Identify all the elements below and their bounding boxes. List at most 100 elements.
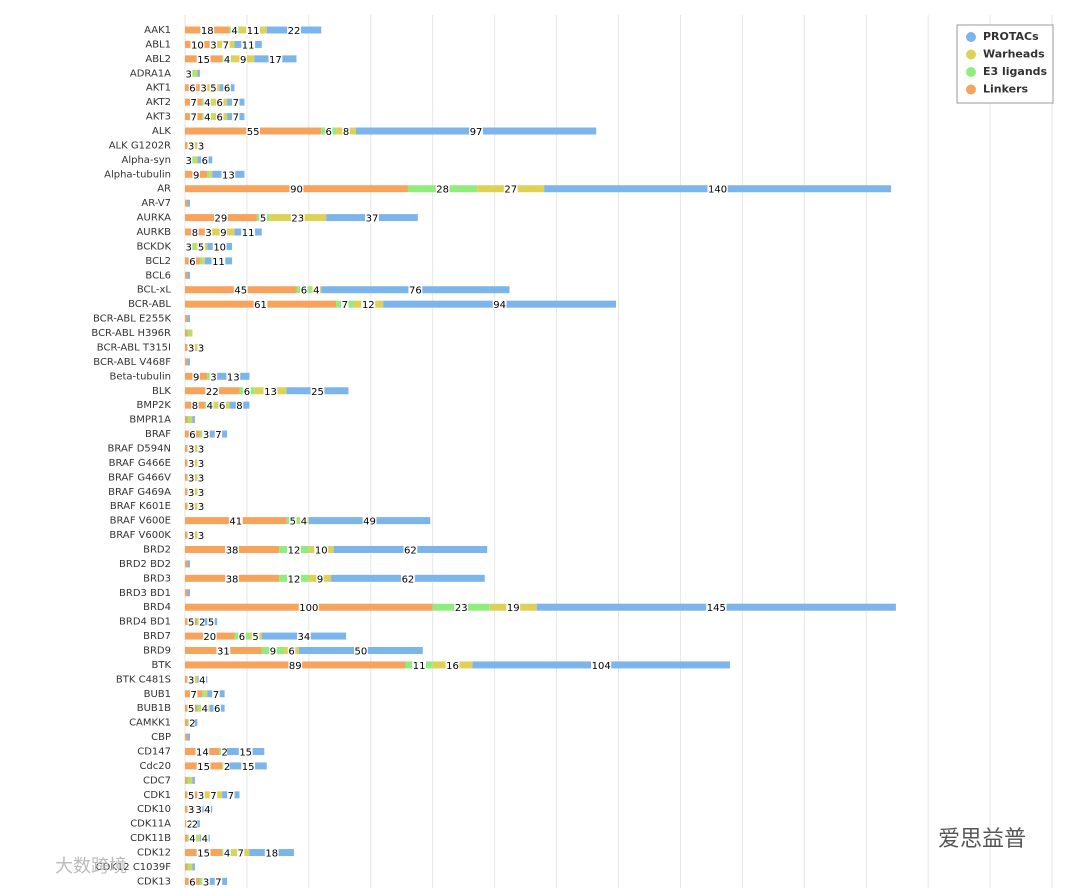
y-tick-label: BCR-ABL E255K (93, 314, 171, 325)
y-tick-label: CDC7 (143, 775, 171, 786)
data-label: 22 (206, 387, 219, 398)
y-tick-label: BRD4 (143, 602, 171, 613)
y-tick-label: BRAF G466E (109, 458, 171, 469)
bar-segment (185, 473, 188, 481)
y-tick-label: BMP2K (137, 400, 172, 411)
bar-segment (194, 343, 198, 351)
data-label: 7 (213, 690, 219, 701)
data-label: 38 (226, 545, 239, 556)
y-tick-label: AKT2 (146, 97, 171, 108)
label-bg (187, 457, 195, 468)
data-label: 3 (188, 459, 194, 470)
label-bg (503, 183, 518, 194)
y-tick-label: BCR-ABL T315I (97, 342, 171, 353)
bar-segment (194, 502, 198, 510)
y-tick-label: Beta-tubulin (109, 371, 171, 382)
label-bg (218, 400, 226, 411)
label-bg (197, 530, 205, 541)
y-tick-label: BCL6 (145, 270, 171, 281)
y-tick-label: Alpha-syn (121, 155, 171, 166)
label-bg (209, 82, 218, 93)
data-label: 2 (221, 748, 227, 759)
y-tick-label: AR (157, 184, 171, 195)
data-label: 4 (202, 704, 208, 715)
data-label: 11 (242, 228, 255, 239)
bar-segment (202, 257, 205, 265)
data-label: 3 (195, 805, 201, 816)
data-label: 4 (231, 26, 237, 37)
bar-segment (185, 863, 188, 871)
data-label: 3 (198, 473, 204, 484)
bar-segment (202, 690, 205, 698)
y-tick-label: AKT3 (146, 112, 171, 123)
data-label: 25 (311, 387, 324, 398)
bar-segment (185, 834, 188, 842)
y-tick-label: BTK (151, 660, 171, 671)
label-bg (506, 602, 521, 613)
label-bg (189, 688, 198, 699)
legend: PROTACs Warheads E3 ligands Linkers (956, 24, 1054, 104)
label-bg (187, 616, 195, 627)
bar-segment (192, 69, 195, 77)
y-tick-label: BTK C481S (116, 674, 171, 685)
data-label: 6 (301, 286, 307, 297)
label-bg (188, 876, 197, 887)
label-bg (235, 400, 244, 411)
data-label: 15 (197, 55, 210, 66)
label-bg (435, 183, 450, 194)
data-label: 3 (203, 430, 209, 441)
legend-label: Warheads (983, 48, 1045, 61)
bar-segment (197, 618, 200, 626)
data-label: 7 (233, 113, 239, 124)
bar-segment (192, 156, 195, 164)
data-label: 9 (193, 372, 199, 383)
data-label: 6 (239, 632, 245, 643)
label-bg (195, 746, 210, 757)
label-bg (310, 385, 325, 396)
data-label: 19 (507, 603, 520, 614)
y-tick-label: BUB1B (137, 703, 171, 714)
data-label: 5 (188, 791, 194, 802)
label-bg (246, 126, 261, 137)
data-label: 3 (188, 141, 194, 152)
bar-segment (189, 863, 193, 871)
data-label: 7 (223, 40, 229, 51)
label-bg (361, 299, 376, 310)
bar-segment (185, 329, 188, 337)
label-bg (221, 169, 236, 180)
data-label: 145 (707, 603, 726, 614)
data-label: 3 (188, 488, 194, 499)
data-label: 3 (188, 343, 194, 354)
label-bg (268, 53, 283, 64)
label-bg (187, 501, 195, 512)
data-label: 7 (190, 113, 196, 124)
y-tick-label: BRAF D594N (108, 443, 171, 454)
label-bg (341, 299, 349, 310)
label-bg (188, 717, 197, 728)
y-tick-label: Alpha-tubulin (104, 169, 171, 180)
data-label: 5 (208, 618, 214, 629)
label-bg (187, 789, 195, 800)
label-bg (287, 544, 301, 555)
label-bg (191, 818, 199, 829)
data-label: 89 (289, 661, 302, 672)
data-label: 15 (239, 748, 252, 759)
bar-segment (187, 560, 190, 568)
label-bg (201, 833, 209, 844)
data-label: 3 (188, 444, 194, 455)
label-bg (362, 515, 377, 526)
label-bg (197, 241, 205, 252)
y-tick-label: BRD2 (143, 544, 171, 555)
data-label: 49 (363, 517, 376, 528)
y-tick-label: BRAF (145, 429, 171, 440)
data-label: 4 (313, 286, 319, 297)
bar-segment (192, 863, 195, 871)
data-label: 11 (242, 40, 255, 51)
data-label: 4 (224, 55, 230, 66)
y-tick-label: BMPR1A (129, 415, 171, 426)
data-label: 4 (204, 113, 210, 124)
data-label: 4 (204, 98, 210, 109)
label-bg (241, 39, 256, 50)
bar-segment (197, 69, 200, 77)
data-label: 29 (215, 214, 228, 225)
